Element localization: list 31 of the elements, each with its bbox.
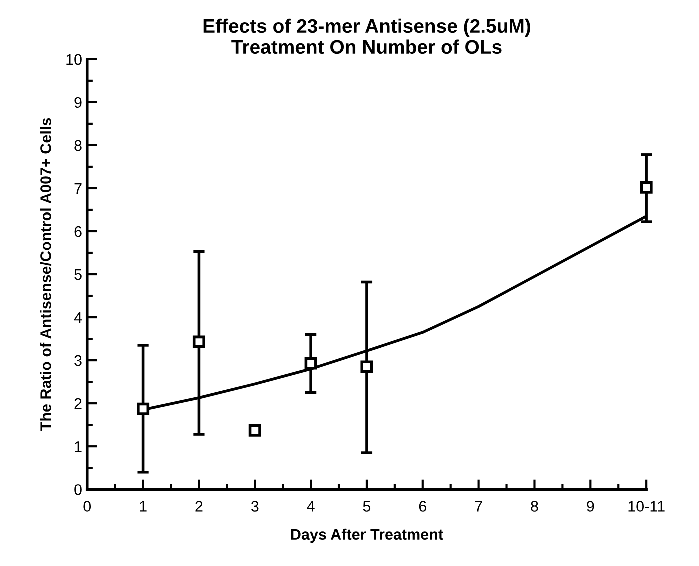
y-tick-label: 0 <box>74 484 82 496</box>
chart-title: Effects of 23-mer Antisense (2.5uM) Treatment On Number of OLs <box>204 18 530 54</box>
point <box>248 424 262 437</box>
point <box>640 181 653 194</box>
y-tick-label: 9 <box>74 97 82 108</box>
x-tick-label: 7 <box>475 501 482 512</box>
x-tick-label: 5 <box>363 501 371 512</box>
y-tick-label: 3 <box>74 355 82 366</box>
x-tick-label: 1 <box>140 501 147 512</box>
x-tick-label: 3 <box>251 501 259 512</box>
y-tick-label: 6 <box>74 226 82 238</box>
y-axis-title: The Ratio of Antisense/Control A007+ Cells <box>40 118 52 432</box>
x-tick-label: 6 <box>419 501 426 512</box>
y-tick-label: 2 <box>74 398 82 410</box>
y-tick-label: 7 <box>74 184 82 194</box>
y-tick-label: 5 <box>74 270 82 280</box>
x-tick-label: 10-11 <box>628 501 665 512</box>
point <box>360 360 374 374</box>
y-tick-label: 1 <box>75 442 82 452</box>
y-tick-label: 10 <box>66 54 82 66</box>
x-tick-label: 8 <box>531 501 538 512</box>
x-tick-label: 4 <box>307 501 315 512</box>
x-axis-title: Days After Treatment <box>291 528 444 544</box>
y-tick-label: 4 <box>74 312 82 324</box>
x-tick-label: 9 <box>587 501 594 512</box>
point <box>192 336 206 348</box>
y-tick-label: 8 <box>74 140 82 152</box>
x-tick-label: 2 <box>196 501 203 512</box>
point <box>137 402 150 416</box>
point <box>304 357 318 370</box>
x-tick-label: 0 <box>84 501 92 512</box>
